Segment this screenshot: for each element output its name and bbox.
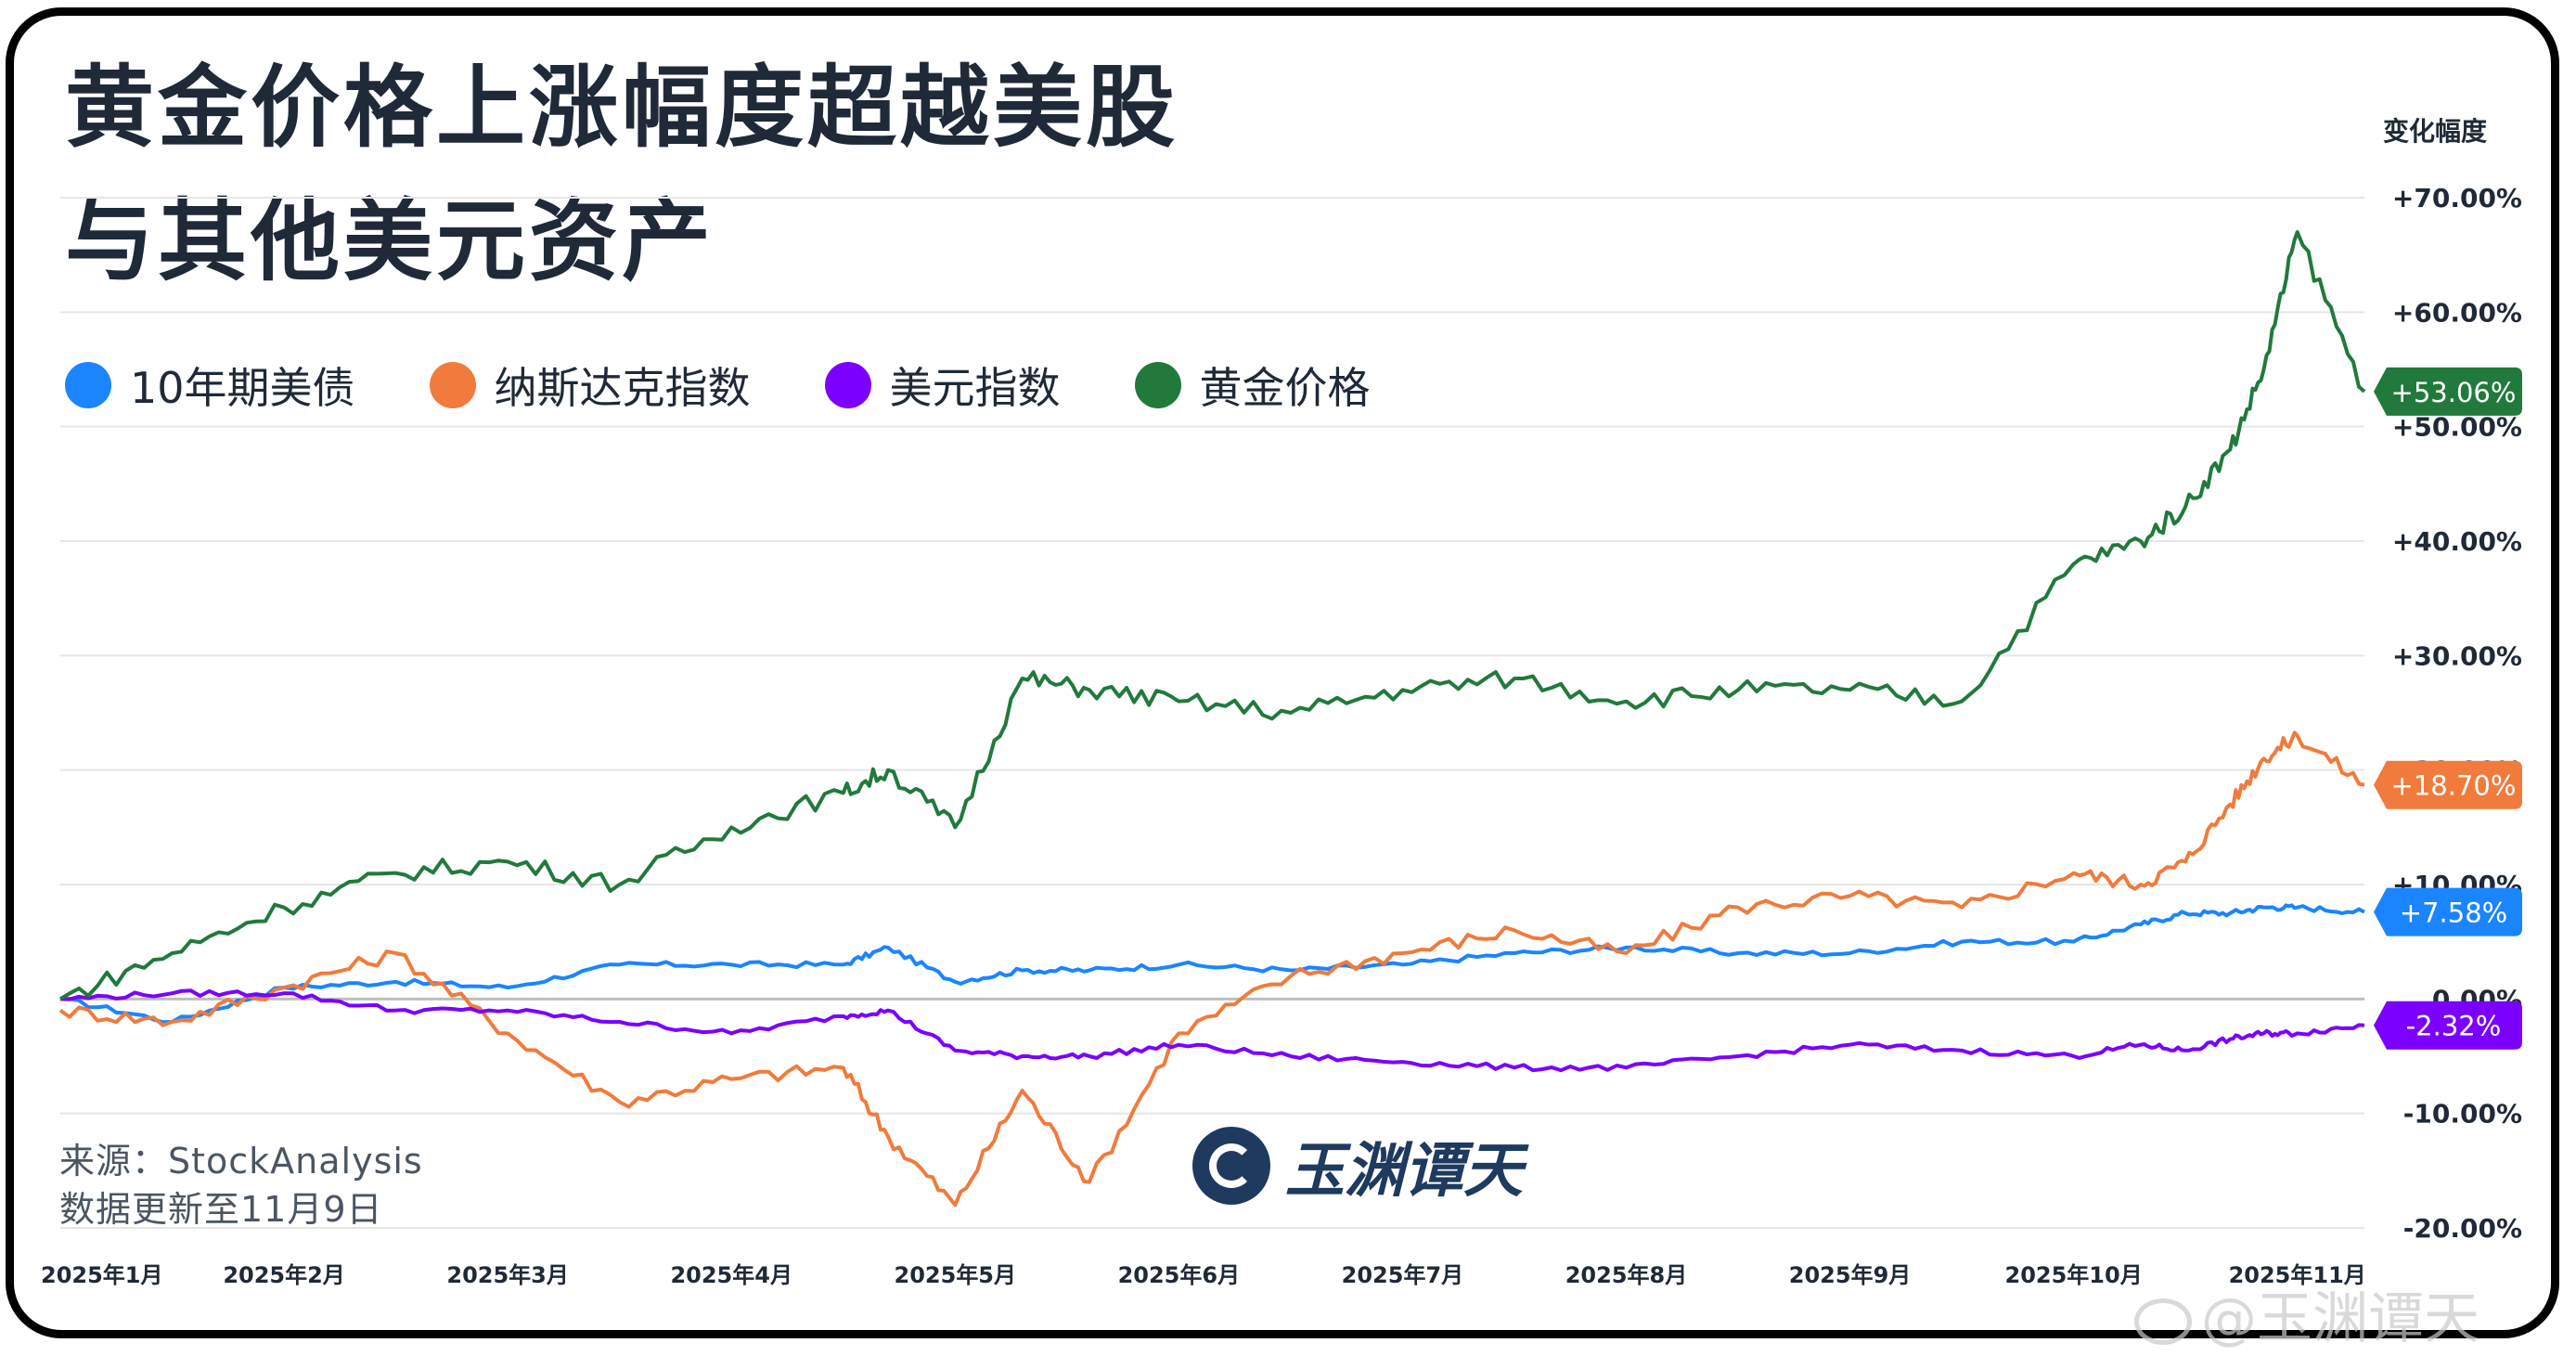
y-tick-label: +40.00% <box>2392 526 2522 557</box>
x-tick-label: 2025年1月 <box>41 1262 163 1288</box>
end-label-text: +7.58% <box>2400 898 2507 929</box>
end-label-text: +18.70% <box>2391 770 2517 802</box>
end-label-text: -2.32% <box>2406 1011 2502 1042</box>
x-tick-label: 2025年2月 <box>223 1262 345 1288</box>
watermark-logo-icon <box>1192 1127 1270 1205</box>
x-tick-label: 2025年5月 <box>895 1262 1017 1288</box>
y-tick-label: -10.00% <box>2403 1099 2522 1130</box>
y-axis-label: 变化幅度 <box>2383 116 2488 147</box>
end-label-tag: -2.32% <box>2374 1001 2522 1050</box>
legend-item-gold: 黄金价格 <box>1134 355 1371 416</box>
legend-label-nasdaq: 纳斯达克指数 <box>494 363 751 413</box>
legend-dot-nasdaq <box>429 362 476 408</box>
end-label-background <box>2374 760 2522 809</box>
legend-label-gold: 黄金价格 <box>1199 363 1371 413</box>
source-note: 来源：StockAnalysis <box>59 1141 423 1182</box>
series-line <box>59 903 2365 1025</box>
x-tick-label: 2025年3月 <box>446 1262 569 1288</box>
chart-title-line-2: 与其他美元资产 <box>65 189 715 293</box>
x-tick-label: 2025年7月 <box>1342 1262 1464 1288</box>
end-label-background <box>2374 367 2522 416</box>
end-label-tag: +18.70% <box>2374 760 2522 809</box>
series-line <box>59 988 2365 1073</box>
legend-label-treasury: 10年期美债 <box>130 363 355 413</box>
y-tick-label: +30.00% <box>2392 640 2522 671</box>
legend-label-dollar: 美元指数 <box>889 363 1061 413</box>
legend-dot-gold <box>1134 362 1181 408</box>
end-label-tag: +7.58% <box>2374 887 2522 936</box>
watermark-text: 玉渊谭天 <box>1285 1136 1523 1206</box>
end-label-text: +53.06% <box>2391 377 2517 408</box>
legend-item-nasdaq: 纳斯达克指数 <box>429 355 751 416</box>
update-note: 数据更新至11月9日 <box>59 1189 383 1230</box>
legend: 10年期美债 纳斯达克指数 美元指数 黄金价格 <box>65 355 1445 416</box>
x-tick-label: 2025年10月 <box>2005 1262 2143 1288</box>
y-tick-label: +70.00% <box>2392 183 2522 213</box>
x-tick-label: 2025年11月 <box>2229 1262 2366 1288</box>
x-tick-label: 2025年8月 <box>1565 1262 1688 1288</box>
weibo-icon <box>2134 1298 2192 1346</box>
weibo-watermark: @玉渊谭天 <box>2134 1273 2479 1354</box>
weibo-handle: @玉渊谭天 <box>2201 1286 2479 1351</box>
y-tick-label: -20.00% <box>2403 1213 2522 1244</box>
end-label-background <box>2374 887 2522 936</box>
legend-item-treasury: 10年期美债 <box>65 355 355 416</box>
y-tick-label: +50.00% <box>2392 412 2522 443</box>
chart-frame <box>6 7 2559 1338</box>
series-line <box>58 730 2365 1207</box>
y-tick-label: +60.00% <box>2392 297 2522 328</box>
end-label-background <box>2374 1001 2522 1050</box>
chart-title-line-1: 黄金价格上涨幅度超越美股 <box>65 56 1179 160</box>
series-line <box>58 230 2366 1001</box>
x-tick-label: 2025年4月 <box>670 1262 792 1288</box>
x-tick-label: 2025年9月 <box>1789 1262 1912 1288</box>
watermark: 玉渊谭天 <box>1192 1123 1523 1208</box>
end-label-tag: +53.06% <box>2374 367 2522 416</box>
x-tick-label: 2025年6月 <box>1118 1262 1241 1288</box>
legend-dot-treasury <box>65 362 111 408</box>
legend-dot-dollar <box>824 362 871 408</box>
legend-item-dollar: 美元指数 <box>824 355 1061 416</box>
